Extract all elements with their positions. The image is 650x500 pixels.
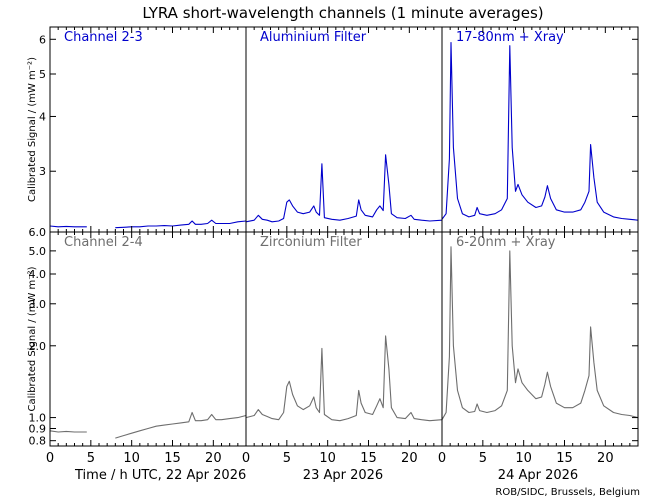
y-tick-label: 2.0 [29, 340, 47, 353]
x-tick-label: 0 [46, 451, 54, 466]
series-line-bottom-2-segment-1 [245, 335, 443, 422]
x-tick-label: 20 [401, 451, 418, 466]
legend-label-bottom-2: Zirconium Filter [260, 235, 362, 250]
chart-title: LYRA short-wavelength channels (1 minute… [142, 4, 543, 22]
x-tick-label: 15 [556, 451, 573, 466]
y-tick-label: 1.0 [29, 412, 47, 425]
y-tick-label: 4 [39, 110, 46, 123]
series-line-bottom-3-segment-1 [441, 246, 639, 420]
x-tick-label: 5 [479, 451, 487, 466]
legend-label-top-1: Channel 2-3 [64, 30, 143, 45]
x-tick-label: 5 [283, 451, 291, 466]
x-axis-label-day-3: 24 Apr 2026 [498, 468, 578, 483]
y-axis-label-bottom: Calibrated Signal / (mW m⁻²) [27, 266, 38, 411]
x-tick-label: 10 [319, 451, 336, 466]
credit-text: ROB/SIDC, Brussels, Belgium [495, 487, 640, 498]
y-tick-label: 0.8 [29, 435, 47, 448]
y-tick-label: 6.0 [29, 226, 47, 239]
legend-label-top-3: 17-80nm + Xray [456, 30, 564, 45]
y-axis-label-top: Calibrated Signal / (mW m⁻²) [27, 57, 38, 202]
y-tick-label: 3.0 [29, 298, 47, 311]
x-tick-label: 10 [515, 451, 532, 466]
x-axis-label-day-1: Time / h UTC, 22 Apr 2026 [74, 468, 246, 483]
legend-label-bottom-1: Channel 2-4 [64, 235, 143, 250]
y-tick-label: 6 [39, 33, 46, 46]
legend-label-top-2: Aluminium Filter [260, 30, 367, 45]
series-line-top-3-segment-1 [441, 41, 639, 221]
y-tick-label: 3 [39, 165, 46, 178]
series-line-top-1-segment-2 [115, 219, 247, 229]
y-tick-label: 5.0 [29, 245, 47, 258]
x-tick-label: 0 [242, 451, 250, 466]
x-tick-label: 15 [164, 451, 181, 466]
x-tick-label: 10 [123, 451, 140, 466]
x-tick-label: 5 [87, 451, 95, 466]
y-tick-label: 5 [39, 68, 46, 81]
series-line-bottom-1-segment-1 [49, 430, 87, 433]
x-tick-label: 20 [597, 451, 614, 466]
series-line-bottom-1-segment-2 [115, 411, 247, 439]
x-tick-label: 15 [360, 451, 377, 466]
plot-area: Channel 2-3 Aluminium Filter 17-80nm + Xra… [27, 26, 639, 466]
x-axis-label-day-2: 23 Apr 2026 [303, 468, 383, 483]
x-tick-label: 20 [205, 451, 222, 466]
x-tick-label: 0 [438, 451, 446, 466]
series-line-top-1-segment-1 [49, 225, 87, 228]
y-tick-label: 0.9 [29, 422, 47, 435]
legend-label-bottom-3: 6-20nm + Xray [456, 235, 556, 250]
y-tick-label: 4.0 [29, 268, 47, 281]
series-line-top-2-segment-1 [245, 154, 443, 223]
